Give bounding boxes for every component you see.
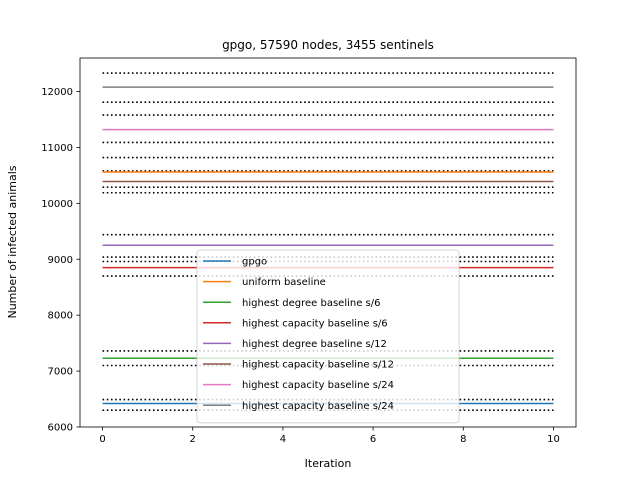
chart-title: gpgo, 57590 nodes, 3455 sentinels — [222, 38, 434, 52]
legend-label-5: highest capacity baseline s/12 — [242, 360, 394, 371]
legend-label-7: highest capacity baseline s/24 — [242, 401, 394, 412]
legend-label-3: highest capacity baseline s/6 — [242, 318, 388, 329]
plot-frame — [79, 57, 577, 428]
y-tick-label-0: 6000 — [48, 423, 73, 434]
legend-label-6: highest capacity baseline s/24 — [242, 380, 394, 391]
y-tick-label-6: 12000 — [41, 87, 73, 98]
y-tick-label-2: 8000 — [48, 311, 73, 322]
legend-label-0: gpgo — [242, 257, 267, 268]
x-tick-label-5: 10 — [547, 434, 560, 445]
y-tick-label-1: 7000 — [48, 367, 73, 378]
x-tick-label-0: 0 — [99, 434, 105, 445]
y-axis-ticks: 6000 7000 8000 9000 10000 11000 12000 — [41, 87, 80, 434]
legend-label-4: highest degree baseline s/12 — [242, 339, 387, 350]
x-axis-label: Iteration — [305, 457, 352, 470]
y-tick-label-3: 9000 — [48, 255, 73, 266]
x-tick-label-3: 6 — [370, 434, 376, 445]
legend-label-2: highest degree baseline s/6 — [242, 298, 381, 309]
x-tick-label-4: 8 — [460, 434, 466, 445]
legend-label-1: uniform baseline — [242, 277, 326, 288]
x-axis-ticks: 0 2 4 6 8 10 — [99, 427, 560, 445]
y-axis-label: Number of infected animals — [6, 165, 19, 318]
x-tick-label-2: 4 — [280, 434, 286, 445]
y-tick-label-5: 11000 — [41, 143, 73, 154]
legend-box — [196, 249, 460, 424]
y-tick-label-4: 10000 — [41, 199, 73, 210]
x-tick-label-1: 2 — [190, 434, 196, 445]
legend: gpgo uniform baseline highest degree basel… — [196, 249, 460, 424]
